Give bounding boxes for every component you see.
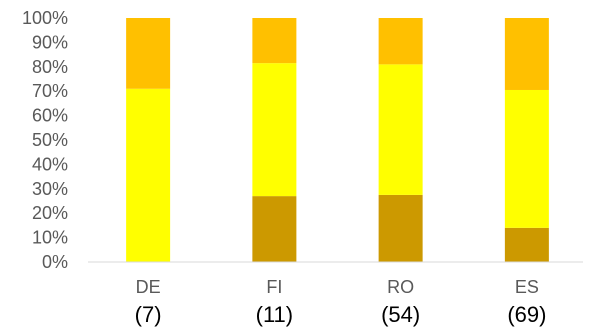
- bar-segment: [504, 89, 549, 228]
- sample-size-label: (11): [256, 302, 294, 327]
- bar-segment: [378, 194, 423, 262]
- bar-segment: [252, 196, 297, 262]
- bar-segment: [252, 18, 297, 64]
- y-tick-label: 80%: [32, 57, 68, 77]
- y-tick-label: 100%: [22, 8, 68, 28]
- bar-segment: [504, 18, 549, 90]
- y-tick-label: 70%: [32, 81, 68, 101]
- sample-size-label: (69): [507, 302, 546, 327]
- bar-stack-fi: [252, 18, 297, 262]
- bar-segment: [126, 18, 171, 89]
- x-category-label: RO: [387, 277, 414, 297]
- y-tick-label: 30%: [32, 179, 68, 199]
- sample-size-label: (7): [135, 302, 162, 327]
- x-category-label: ES: [515, 277, 539, 297]
- bar-segment: [378, 18, 423, 65]
- bar-segment: [252, 63, 297, 197]
- y-tick-label: 40%: [32, 154, 68, 174]
- y-tick-label: 90%: [32, 32, 68, 52]
- bar-stack-de: [126, 18, 171, 262]
- bar-segment: [378, 64, 423, 195]
- y-tick-label: 20%: [32, 203, 68, 223]
- bar-stack-es: [504, 18, 549, 262]
- y-tick-label: 50%: [32, 130, 68, 150]
- y-tick-label: 0%: [42, 252, 68, 272]
- bar-segment: [126, 88, 171, 262]
- bar-stack-ro: [378, 18, 423, 262]
- sample-size-label: (54): [381, 302, 420, 327]
- bars: [126, 18, 549, 262]
- y-axis-ticks: 0% 10% 20% 30% 40% 50% 60% 70% 80% 90% 100%: [22, 8, 68, 272]
- bar-segment: [504, 227, 549, 262]
- y-tick-label: 10%: [32, 228, 68, 248]
- x-category-label: FI: [266, 277, 282, 297]
- y-tick-label: 60%: [32, 106, 68, 126]
- x-category-label: DE: [136, 277, 161, 297]
